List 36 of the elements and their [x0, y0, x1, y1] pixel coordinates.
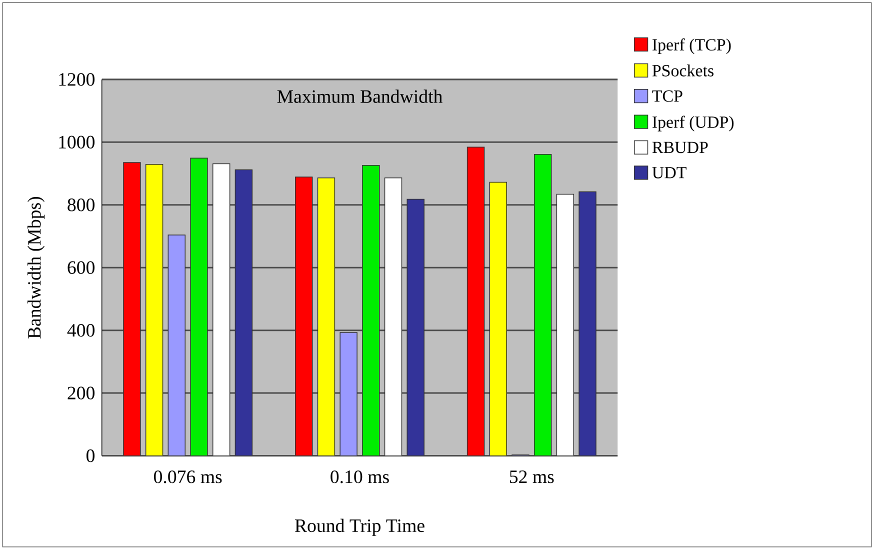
x-tick-label: 0.10 ms: [330, 470, 389, 484]
y-tick-label: 800: [68, 198, 95, 212]
legend-label: TCP: [652, 90, 682, 102]
bar: [190, 158, 208, 456]
bar: [362, 165, 380, 456]
bar: [556, 194, 574, 456]
legend-label: RBUDP: [652, 142, 708, 154]
y-tick-label: 400: [67, 324, 95, 337]
bar: [340, 332, 358, 456]
legend-label: PSockets: [652, 64, 714, 77]
bar: [489, 182, 507, 456]
bar: [145, 164, 164, 456]
x-axis-title: Round Trip Time: [294, 519, 424, 536]
chart-title: Maximum Bandwidth: [277, 90, 442, 104]
bar: [466, 146, 485, 456]
bar: [578, 192, 596, 456]
y-tick-label: 1200: [59, 73, 95, 86]
bar: [168, 234, 186, 456]
x-tick-label: 52 ms: [510, 470, 554, 484]
x-tick-label: 0.076 ms: [154, 470, 222, 484]
bar: [234, 170, 253, 456]
legend-label: Iperf (UDP): [652, 116, 734, 132]
y-tick-label: 200: [68, 386, 95, 400]
legend-label: UDT: [652, 167, 686, 179]
bar: [123, 162, 141, 456]
y-axis-title: Bandwidth (Mbps): [27, 197, 45, 339]
bar: [295, 176, 313, 456]
bar: [384, 178, 402, 456]
bar: [212, 164, 230, 456]
bar: [317, 178, 336, 456]
bar: [534, 154, 552, 456]
y-tick-label: 600: [68, 261, 95, 274]
y-tick-label: 1000: [59, 136, 95, 149]
y-tick-label: 0: [86, 450, 95, 462]
bar: [406, 199, 424, 456]
legend-label: Iperf (TCP): [652, 38, 731, 54]
